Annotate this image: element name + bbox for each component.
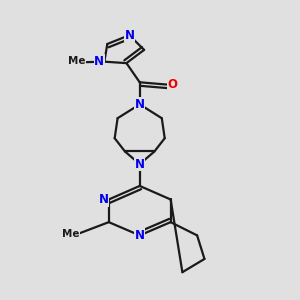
Text: N: N: [94, 55, 104, 68]
Text: N: N: [135, 98, 145, 111]
Text: Me: Me: [68, 56, 85, 66]
Text: O: O: [168, 78, 178, 91]
Text: N: N: [124, 29, 134, 42]
Text: N: N: [99, 193, 109, 206]
Text: Me: Me: [62, 229, 79, 239]
Text: N: N: [135, 229, 145, 242]
Text: N: N: [135, 158, 145, 171]
